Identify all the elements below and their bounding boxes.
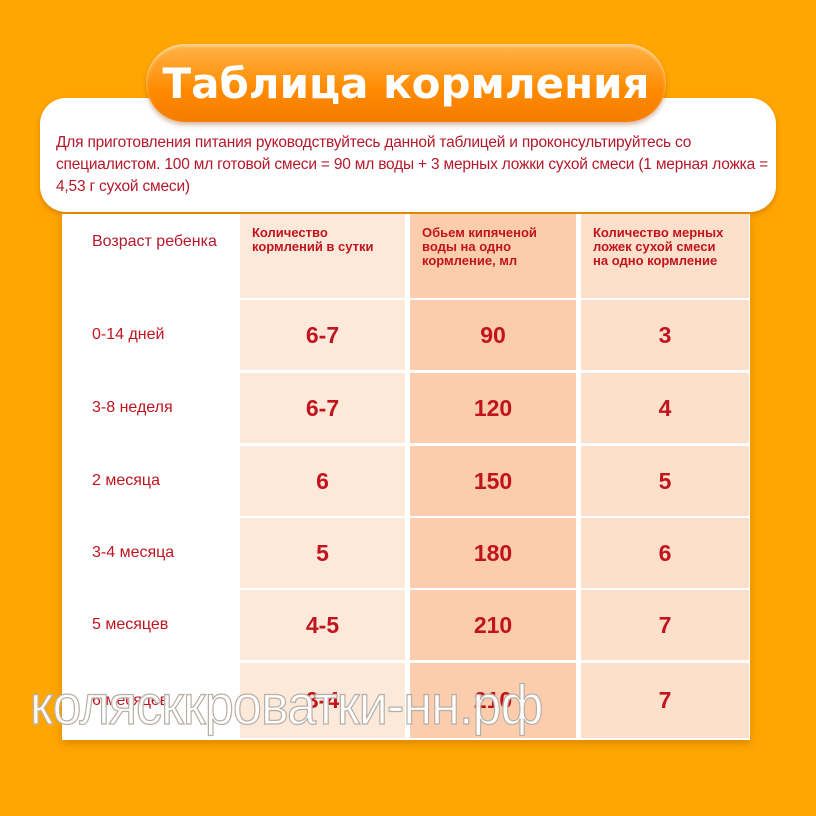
value-cell: 6: [240, 446, 405, 516]
value-cell: 6: [581, 518, 749, 588]
value-cell: 5: [240, 518, 405, 588]
title-banner: Таблица кормления: [146, 44, 666, 122]
value-cell: 4: [581, 373, 749, 443]
value-cell: 7: [581, 663, 749, 738]
value-cell: 90: [410, 300, 576, 370]
value-cell: 5: [581, 446, 749, 516]
value-cell: 120: [410, 373, 576, 443]
value-cell: 3: [581, 300, 749, 370]
age-cell: 0-14 дней: [92, 326, 165, 343]
value-cell: 4-5: [240, 590, 405, 660]
feeding-table: Возраст ребенка Количество кормлений в су…: [62, 214, 750, 740]
page-title: Таблица кормления: [162, 58, 650, 108]
column-header: Количество кормлений в сутки: [240, 214, 405, 298]
age-cell: 2 месяца: [92, 472, 160, 489]
value-cell: 6-7: [240, 373, 405, 443]
value-cell: 210: [410, 590, 576, 660]
value-cell: 6-7: [240, 300, 405, 370]
value-cell: 180: [410, 518, 576, 588]
column-header: Возраст ребенка: [92, 233, 217, 250]
intro-text: Для приготовления питания руководствуйте…: [56, 134, 768, 195]
column-header: Обьем кипяченой воды на одно кормление, …: [410, 214, 576, 298]
value-cell: 150: [410, 446, 576, 516]
column-header: Количество мерных ложек сухой смеси на о…: [581, 214, 749, 298]
value-cell: 3-4: [240, 663, 405, 738]
watermark: колясккроватки-нн.рф: [29, 672, 544, 736]
value-cell: 7: [581, 590, 749, 660]
age-cell: 3-4 месяца: [92, 544, 175, 561]
age-cell: 3-8 неделя: [92, 399, 173, 416]
value-cell: 210: [410, 663, 576, 738]
age-cell: 5 месяцев: [92, 616, 169, 633]
age-cell: 6 месяцев: [92, 691, 169, 709]
